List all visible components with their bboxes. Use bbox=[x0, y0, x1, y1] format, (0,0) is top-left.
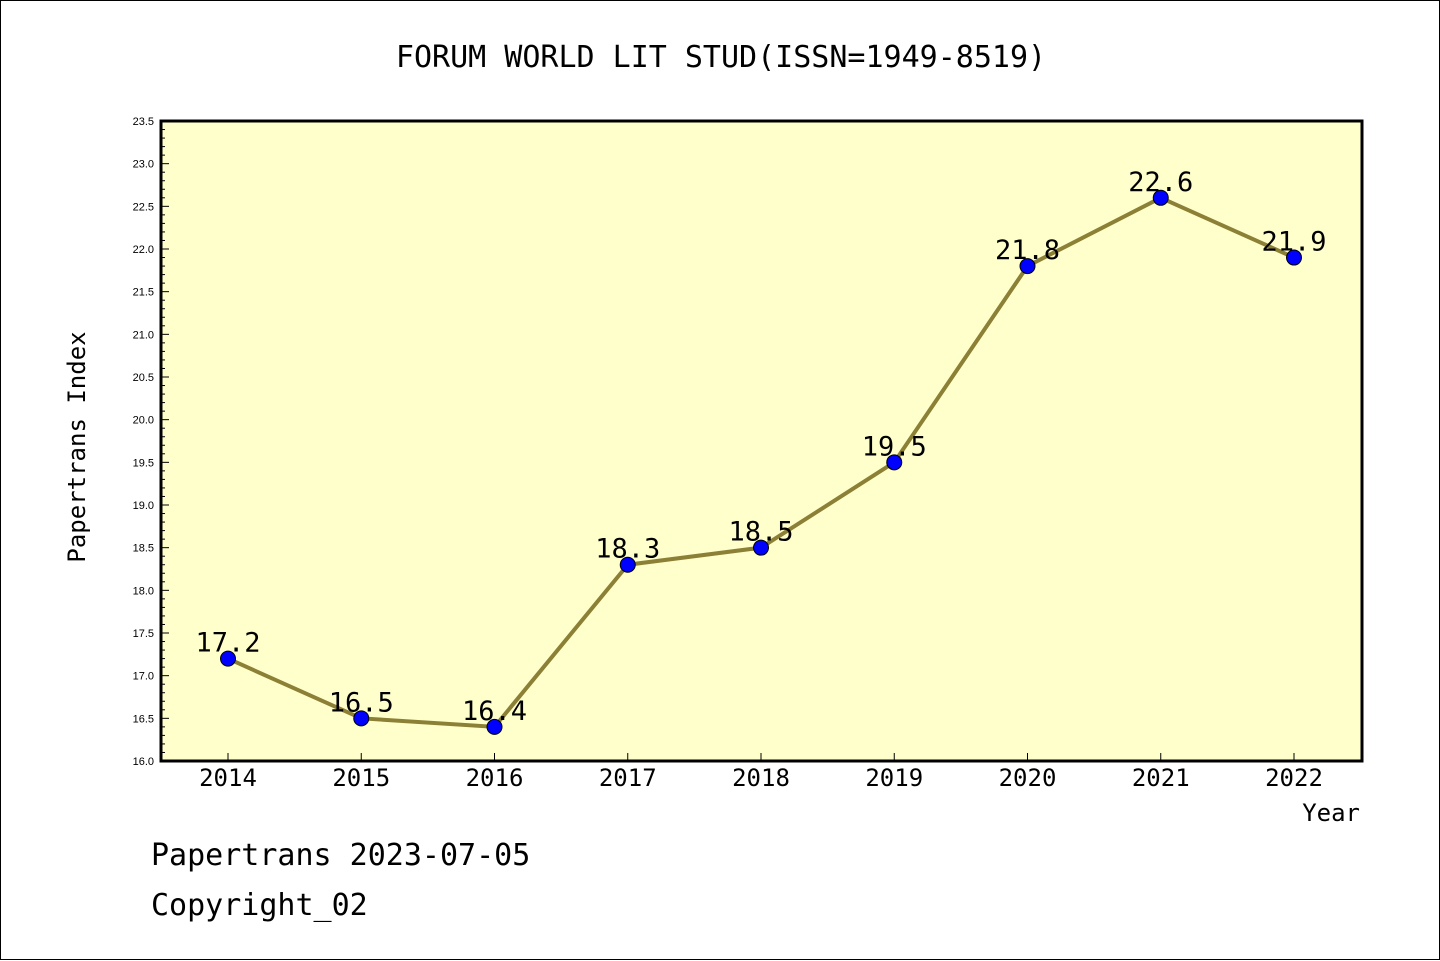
data-points bbox=[220, 189, 1302, 735]
x-tick-label: 2018 bbox=[732, 764, 790, 792]
data-label: 18.3 bbox=[595, 534, 660, 565]
x-tick-label: 2014 bbox=[199, 764, 257, 792]
plot-border bbox=[159, 119, 1364, 763]
data-point bbox=[619, 556, 636, 573]
y-tick-label: 16.0 bbox=[133, 756, 154, 768]
y-tick-label: 19.5 bbox=[133, 457, 154, 469]
data-label: 21.8 bbox=[995, 235, 1060, 266]
y-tick-label: 18.0 bbox=[133, 585, 154, 597]
x-tick-label: 2019 bbox=[865, 764, 923, 792]
data-label: 16.4 bbox=[462, 696, 527, 727]
y-tick-label: 17.0 bbox=[133, 671, 154, 683]
data-label: 21.9 bbox=[1261, 227, 1326, 258]
y-tick-label: 20.0 bbox=[133, 415, 154, 427]
data-point bbox=[753, 539, 769, 556]
data-point bbox=[220, 650, 236, 667]
data-label: 22.6 bbox=[1128, 167, 1193, 198]
x-tick-label: 2016 bbox=[466, 764, 524, 792]
y-tick-label: 21.0 bbox=[133, 329, 154, 341]
x-tick-label: 2017 bbox=[599, 764, 657, 792]
data-point bbox=[886, 454, 903, 471]
y-axis-label: Papertrans Index bbox=[63, 331, 91, 562]
y-tick-label: 23.5 bbox=[133, 116, 154, 128]
data-point bbox=[1152, 189, 1169, 206]
plot-area bbox=[161, 121, 1362, 761]
y-tick-label: 18.5 bbox=[133, 543, 154, 555]
footer-copyright: Copyright_02 bbox=[151, 888, 368, 923]
x-tick-label: 2020 bbox=[999, 764, 1057, 792]
data-label: 18.5 bbox=[728, 517, 793, 548]
data-label: 17.2 bbox=[195, 628, 260, 659]
data-point bbox=[486, 718, 503, 735]
footer-date: Papertrans 2023-07-05 bbox=[151, 838, 530, 873]
y-tick-label: 20.5 bbox=[133, 372, 154, 384]
data-point bbox=[1286, 249, 1302, 266]
y-tick-label: 22.5 bbox=[133, 201, 154, 213]
data-label: 16.5 bbox=[329, 687, 394, 718]
y-tick-label: 21.5 bbox=[133, 287, 154, 299]
y-tick-label: 23.0 bbox=[133, 159, 154, 171]
x-tick-label: 2015 bbox=[332, 764, 390, 792]
data-labels: 17.2 16.5 16.4 18.3 18.5 19.5 21.8 22.6 21.9 bbox=[195, 167, 1326, 727]
data-point bbox=[1019, 258, 1036, 275]
y-tick-label: 17.5 bbox=[133, 628, 154, 640]
chart-title: FORUM WORLD LIT STUD(ISSN=1949-8519) bbox=[396, 40, 1046, 75]
y-tick-label: 22.0 bbox=[133, 244, 154, 256]
x-axis-label: Year bbox=[1302, 799, 1360, 827]
data-point bbox=[353, 710, 370, 727]
y-axis-ticks: 16.0 16.5 17.0 17.5 18.0 18.5 19.0 19.5 20.0 20.5… bbox=[133, 116, 169, 768]
y-tick-label: 19.0 bbox=[133, 500, 154, 512]
x-axis-ticks: 2014 2015 2016 2017 2018 2019 2020 2021 2022 bbox=[199, 753, 1323, 792]
x-tick-label: 2021 bbox=[1132, 764, 1190, 792]
y-tick-label: 16.5 bbox=[133, 713, 154, 725]
data-label: 19.5 bbox=[862, 431, 927, 462]
x-tick-label: 2022 bbox=[1265, 764, 1323, 792]
